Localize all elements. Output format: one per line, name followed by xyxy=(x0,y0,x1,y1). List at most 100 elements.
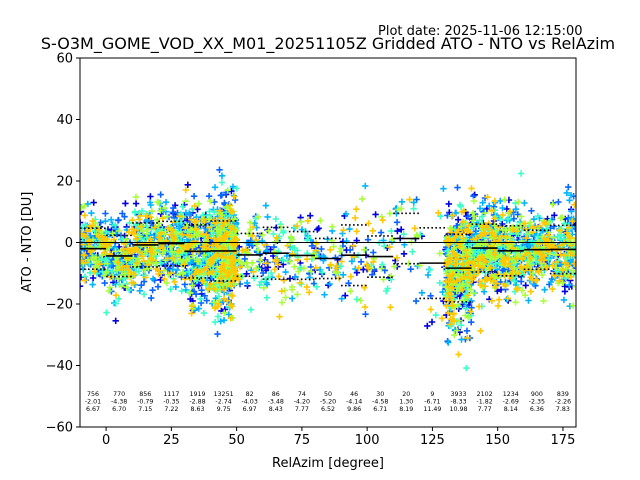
x-tick-label: 50 xyxy=(228,433,245,448)
plot-date: Plot date: 2025-11-06 12:15:00 xyxy=(378,24,583,39)
bin-label-mean: -4.03 xyxy=(242,399,258,406)
scatter-points xyxy=(80,166,576,372)
bin-label-count: 856 xyxy=(139,391,151,398)
bin-label: 839 -2.26 7.83 xyxy=(555,391,571,413)
y-tick-label: 0 xyxy=(65,236,73,251)
bin-label-std: 9.86 xyxy=(347,406,361,413)
bin-label-std: 8.19 xyxy=(399,406,413,413)
y-axis-label: ATO - NTO [DU] xyxy=(20,192,35,293)
bin-label-mean: -2.26 xyxy=(555,399,571,406)
bin-label: 1919 -2.88 8.63 xyxy=(189,391,205,413)
bin-label: 74 -4.20 7.77 xyxy=(294,391,310,413)
x-axis: 0 25 50 75 100 125 150 175 xyxy=(102,427,575,448)
x-tick-label: 25 xyxy=(163,433,180,448)
bin-label-std: 6.36 xyxy=(530,406,544,413)
bin-label-count: 13251 xyxy=(214,391,234,398)
bin-label-count: 2102 xyxy=(477,391,493,398)
bin-label-mean: -2.88 xyxy=(189,399,205,406)
bin-label-std: 8.43 xyxy=(269,406,283,413)
bin-label-count: 1234 xyxy=(503,391,519,398)
bin-label-std: 8.14 xyxy=(504,406,518,413)
chart-title: S-O3M_GOME_VOD_XX_M01_20251105Z Gridded … xyxy=(41,34,615,54)
bin-label-mean: -0.35 xyxy=(163,399,179,406)
bin-label-std: 7.22 xyxy=(164,406,178,413)
bin-label-count: 30 xyxy=(376,391,384,398)
bin-label: 1117 -0.35 7.22 xyxy=(163,391,179,413)
bin-label: 1234 -2.69 8.14 xyxy=(503,391,519,413)
bin-label-std: 7.77 xyxy=(295,406,309,413)
bin-label-std: 7.15 xyxy=(138,406,152,413)
bin-label-std: 9.75 xyxy=(217,406,231,413)
bin-label-count: 756 xyxy=(87,391,99,398)
x-tick-label: 100 xyxy=(355,433,380,448)
bin-label-mean: -8.33 xyxy=(450,399,466,406)
bin-label-std: 7.83 xyxy=(556,406,570,413)
bin-label: 2102 -1.82 7.77 xyxy=(476,391,492,413)
y-axis: −60 −40 −20 0 20 40 60 xyxy=(46,52,80,436)
bin-label: 13251 -2.74 9.75 xyxy=(214,391,234,413)
bin-label: 46 -4.14 9.86 xyxy=(346,391,362,413)
bin-label: 3933 -8.33 10.98 xyxy=(450,391,468,413)
bin-label: 770 -4.38 6.70 xyxy=(111,391,127,413)
bin-label-mean: -1.82 xyxy=(476,399,492,406)
bin-label-count: 770 xyxy=(113,391,125,398)
bin-label: 900 -2.35 6.36 xyxy=(529,391,545,413)
y-tick-label: 60 xyxy=(56,52,73,67)
x-tick-label: 0 xyxy=(102,433,110,448)
bin-label-mean: -3.48 xyxy=(268,399,284,406)
bin-label-count: 1919 xyxy=(189,391,205,398)
bin-label-count: 82 xyxy=(246,391,254,398)
bin-label-count: 839 xyxy=(557,391,569,398)
bin-label-std: 6.70 xyxy=(112,406,126,413)
bin-label-count: 50 xyxy=(324,391,332,398)
y-tick-label: 20 xyxy=(56,175,73,190)
bin-label-mean: 1.30 xyxy=(399,399,413,406)
bin-label-count: 9 xyxy=(430,391,434,398)
bin-label-count: 3933 xyxy=(451,391,467,398)
bin-label: 50 -5.20 6.52 xyxy=(320,391,336,413)
bin-statistics xyxy=(80,212,576,303)
bin-label: 20 1.30 8.19 xyxy=(399,391,413,413)
bin-label-count: 46 xyxy=(350,391,358,398)
bin-label-count: 1117 xyxy=(163,391,179,398)
y-tick-label: −20 xyxy=(46,298,73,313)
bin-label-std: 6.67 xyxy=(86,406,100,413)
bin-label-count: 74 xyxy=(298,391,306,398)
bin-label-mean: -2.69 xyxy=(503,399,519,406)
bin-label-mean: -5.20 xyxy=(320,399,336,406)
y-tick-label: −60 xyxy=(46,421,73,436)
bin-label: 82 -4.03 6.97 xyxy=(242,391,258,413)
bin-label-std: 6.97 xyxy=(243,406,257,413)
bin-label: 86 -3.48 8.43 xyxy=(268,391,284,413)
bin-label-mean: -2.01 xyxy=(85,399,101,406)
bin-label-mean: -4.38 xyxy=(111,399,127,406)
bin-label-mean: -6.71 xyxy=(424,399,440,406)
x-tick-label: 175 xyxy=(551,433,576,448)
bin-label-std: 11.49 xyxy=(423,406,441,413)
bin-label-std: 7.77 xyxy=(478,406,492,413)
x-tick-label: 150 xyxy=(485,433,510,448)
bin-label-mean: -4.20 xyxy=(294,399,310,406)
bin-label-std: 8.63 xyxy=(190,406,204,413)
bin-label-std: 10.98 xyxy=(450,406,468,413)
bin-label-mean: -2.74 xyxy=(215,399,231,406)
bin-label-mean: -4.58 xyxy=(372,399,388,406)
bin-label: 9 -6.71 11.49 xyxy=(423,391,441,413)
bin-label-mean: -4.14 xyxy=(346,399,362,406)
bin-label-mean: -0.79 xyxy=(137,399,153,406)
bin-label: 30 -4.58 6.71 xyxy=(372,391,388,413)
bin-label-std: 6.71 xyxy=(373,406,387,413)
x-axis-label: RelAzim [degree] xyxy=(272,456,384,471)
x-tick-label: 75 xyxy=(294,433,311,448)
bin-labels: 756 -2.01 6.67 770 -4.38 6.70 856 -0.79 7.15 1117… xyxy=(85,391,571,413)
bin-label-count: 900 xyxy=(531,391,543,398)
y-tick-label: −40 xyxy=(46,359,73,374)
x-tick-label: 125 xyxy=(420,433,445,448)
bin-label-count: 20 xyxy=(402,391,410,398)
y-tick-label: 40 xyxy=(56,113,73,128)
bin-label: 756 -2.01 6.67 xyxy=(85,391,101,413)
bin-label: 856 -0.79 7.15 xyxy=(137,391,153,413)
bin-label-std: 6.52 xyxy=(321,406,335,413)
bin-label-mean: -2.35 xyxy=(529,399,545,406)
